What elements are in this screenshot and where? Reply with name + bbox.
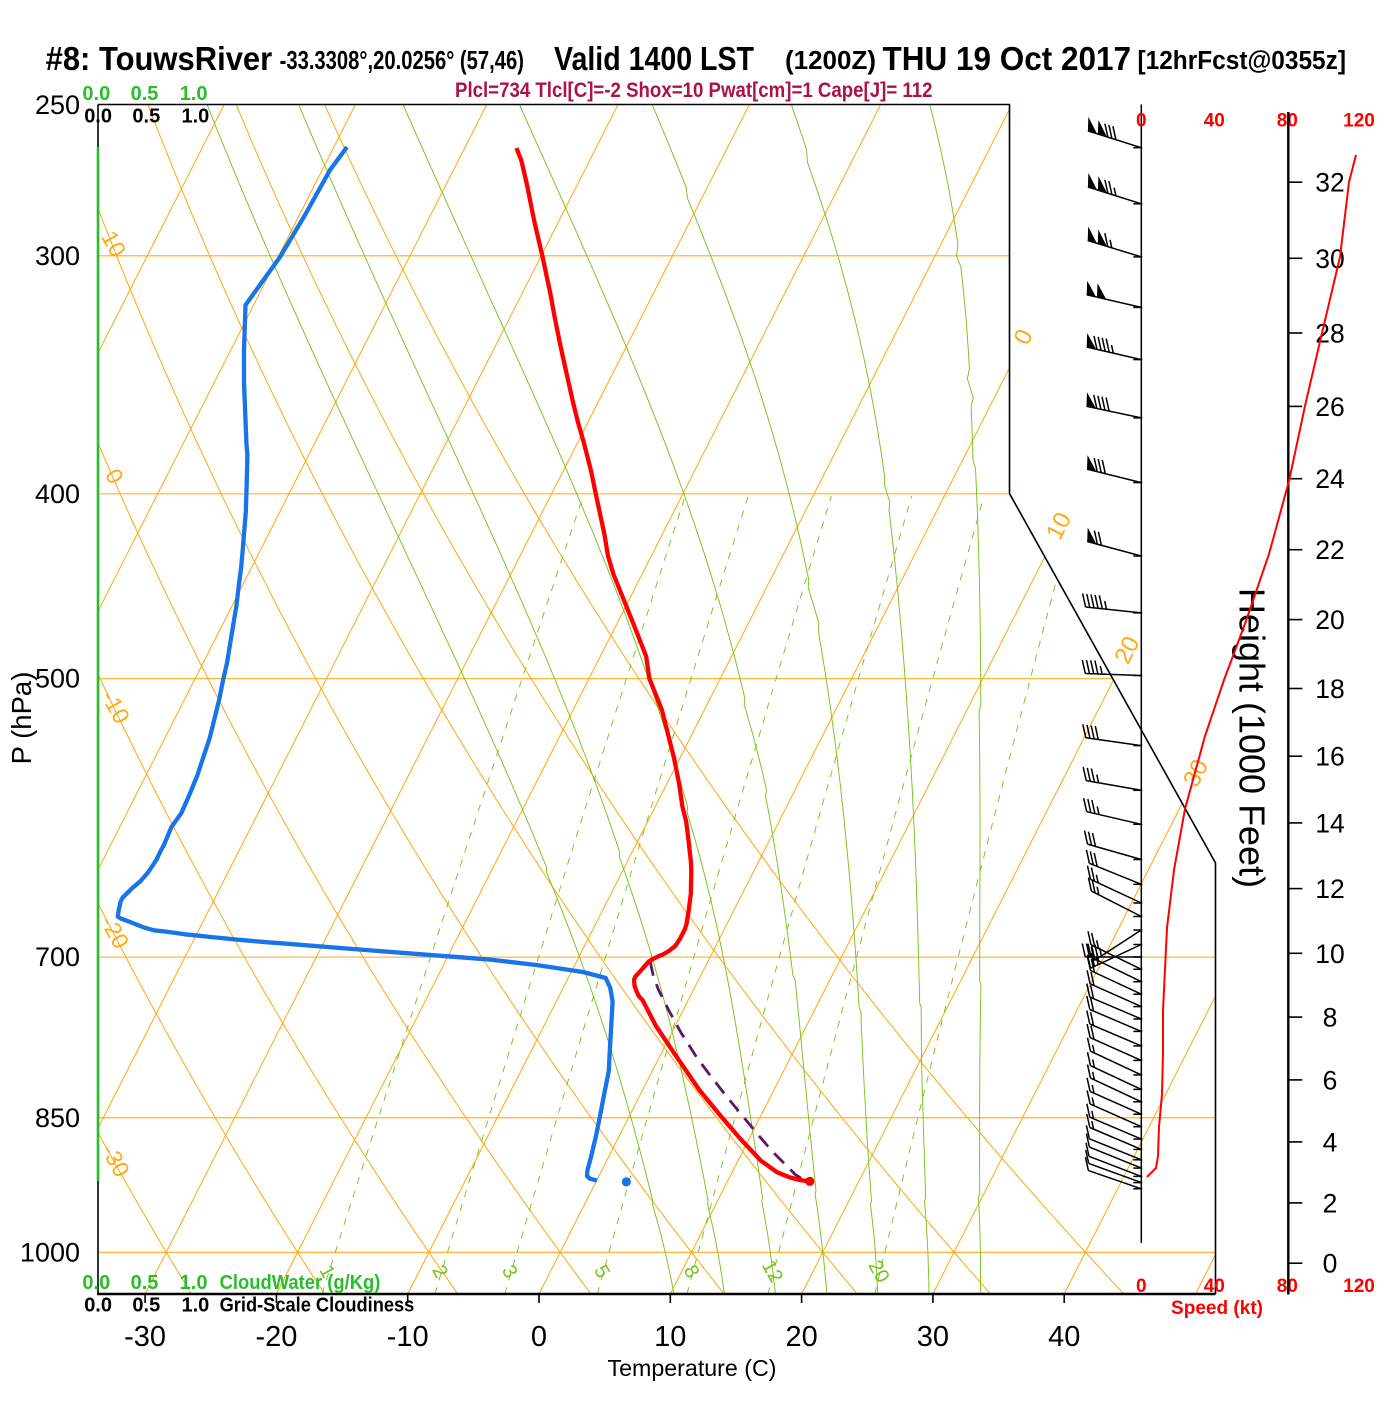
svg-text:-30: -30 <box>124 1321 166 1353</box>
svg-text:24: 24 <box>1315 464 1344 494</box>
svg-text:Valid 1400 LST: Valid 1400 LST <box>554 41 754 78</box>
svg-text:20: 20 <box>785 1321 817 1353</box>
svg-text:10: 10 <box>654 1321 686 1353</box>
svg-text:30: 30 <box>917 1321 949 1353</box>
svg-text:0.0: 0.0 <box>84 106 112 128</box>
svg-text:400: 400 <box>35 479 80 509</box>
svg-text:14: 14 <box>1315 808 1344 838</box>
svg-text:8: 8 <box>1323 1003 1338 1033</box>
svg-text:700: 700 <box>35 942 80 972</box>
svg-text:0: 0 <box>1136 111 1147 132</box>
svg-text:6: 6 <box>1323 1065 1338 1095</box>
svg-text:1.0: 1.0 <box>181 1295 209 1317</box>
svg-text:12: 12 <box>1315 874 1344 904</box>
svg-text:0.0: 0.0 <box>82 83 110 105</box>
svg-text:0: 0 <box>1323 1249 1338 1279</box>
svg-text:Grid-Scale Cloudiness: Grid-Scale Cloudiness <box>220 1294 415 1317</box>
svg-text:#8: TouwsRiver: #8: TouwsRiver <box>46 41 273 78</box>
svg-text:-10: -10 <box>387 1321 429 1353</box>
svg-text:0: 0 <box>531 1321 547 1353</box>
svg-text:0.0: 0.0 <box>84 1295 112 1317</box>
svg-text:120: 120 <box>1343 111 1375 132</box>
svg-text:300: 300 <box>35 241 80 271</box>
svg-text:1.0: 1.0 <box>180 83 208 105</box>
svg-text:Speed (kt): Speed (kt) <box>1171 1298 1263 1319</box>
svg-text:120: 120 <box>1343 1276 1375 1297</box>
svg-text:0.5: 0.5 <box>131 1272 159 1294</box>
svg-text:40: 40 <box>1048 1321 1080 1353</box>
svg-text:850: 850 <box>35 1103 80 1133</box>
svg-text:2: 2 <box>1323 1188 1338 1218</box>
svg-text:Temperature (C): Temperature (C) <box>608 1355 777 1381</box>
svg-text:1000: 1000 <box>20 1237 80 1267</box>
svg-text:CloudWater (g/Kg): CloudWater (g/Kg) <box>220 1271 381 1294</box>
svg-text:32: 32 <box>1315 168 1344 198</box>
svg-text:0.0: 0.0 <box>82 1272 110 1294</box>
svg-text:22: 22 <box>1315 535 1344 565</box>
svg-text:500: 500 <box>35 664 80 694</box>
svg-text:-20: -20 <box>255 1321 297 1353</box>
svg-text:-33.3308°,20.0256° (57,46): -33.3308°,20.0256° (57,46) <box>280 47 524 75</box>
svg-text:10: 10 <box>1315 939 1344 969</box>
svg-text:P (hPa): P (hPa) <box>6 672 37 765</box>
svg-text:4: 4 <box>1323 1127 1338 1157</box>
svg-text:250: 250 <box>35 90 80 120</box>
svg-text:(1200Z): (1200Z) <box>785 47 876 75</box>
svg-text:26: 26 <box>1315 392 1344 422</box>
svg-text:0: 0 <box>1136 1276 1147 1297</box>
svg-text:16: 16 <box>1315 742 1344 772</box>
svg-text:0.5: 0.5 <box>132 1295 160 1317</box>
svg-text:Height (1000 Feet): Height (1000 Feet) <box>1232 588 1273 888</box>
svg-text:1.0: 1.0 <box>181 106 209 128</box>
svg-text:1.0: 1.0 <box>180 1272 208 1294</box>
svg-text:20: 20 <box>1315 605 1344 635</box>
svg-text:0.5: 0.5 <box>131 83 159 105</box>
svg-text:40: 40 <box>1204 1276 1225 1297</box>
svg-text:THU 19 Oct 2017: THU 19 Oct 2017 <box>883 41 1132 78</box>
svg-text:18: 18 <box>1315 674 1344 704</box>
svg-text:40: 40 <box>1204 111 1225 132</box>
svg-text:0.5: 0.5 <box>132 106 160 128</box>
svg-text:[12hrFcst@0355z]: [12hrFcst@0355z] <box>1138 47 1347 75</box>
svg-text:Plcl=734 Tlcl[C]=-2 Shox=10 Pw: Plcl=734 Tlcl[C]=-2 Shox=10 Pwat[cm]=1 C… <box>455 79 933 102</box>
